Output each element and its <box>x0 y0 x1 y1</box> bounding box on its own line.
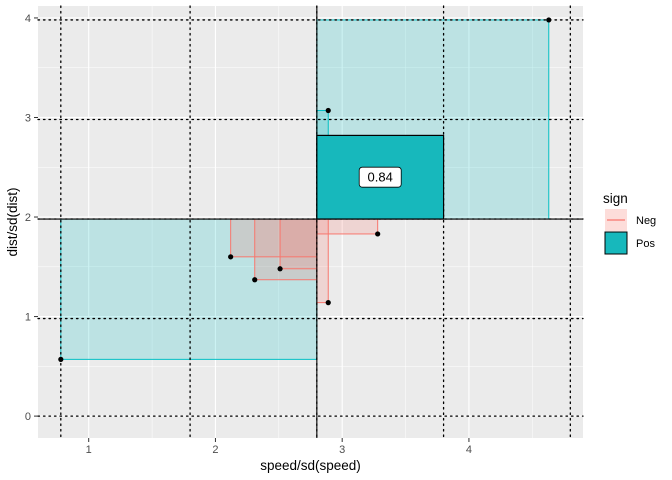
annotation-label: 0.84 <box>368 170 393 185</box>
x-tick-label: 2 <box>212 444 218 456</box>
legend-key-pos-fill <box>604 231 628 255</box>
legend-label-pos: Pos <box>636 238 655 250</box>
x-axis-title: speed/sd(speed) <box>260 458 361 473</box>
annotation-box <box>358 166 402 188</box>
y-axis-title: dist/sd(dist) <box>5 187 20 256</box>
deviation-rect-neg <box>254 218 318 281</box>
data-point <box>277 266 283 272</box>
x-tick-label: 1 <box>86 444 92 456</box>
legend-label-neg: Neg <box>636 215 656 227</box>
y-tick-label: 3 <box>25 112 31 124</box>
legend-title: sign <box>603 191 628 206</box>
y-tick-label: 4 <box>25 13 31 25</box>
legend-key-pos <box>604 231 628 255</box>
reference-lines <box>37 5 584 439</box>
deviation-rect-pos <box>60 218 318 360</box>
axis-ticks: 1 2 3 4 0 1 2 3 4 <box>25 13 472 456</box>
y-tick-label: 1 <box>25 312 31 324</box>
data-point <box>228 254 234 260</box>
data-point <box>375 231 381 237</box>
annotation: 0.84 <box>358 166 402 188</box>
y-tick-label: 0 <box>25 411 31 423</box>
data-point <box>325 107 331 114</box>
data-point <box>252 277 258 283</box>
data-points <box>58 17 552 362</box>
plot-panel <box>38 6 583 438</box>
legend: sign Neg Pos <box>603 191 656 255</box>
grid-lines <box>38 6 583 438</box>
deviation-rect-neg <box>279 218 318 270</box>
data-point <box>325 300 331 306</box>
legend-key-neg <box>605 209 627 231</box>
x-tick-label: 3 <box>339 444 345 456</box>
x-tick-label: 4 <box>466 444 472 456</box>
deviation-rect-neg <box>316 218 379 235</box>
data-point <box>546 17 552 23</box>
deviation-rect-neg <box>230 218 318 258</box>
data-point <box>58 356 64 362</box>
y-tick-label: 2 <box>25 212 31 224</box>
